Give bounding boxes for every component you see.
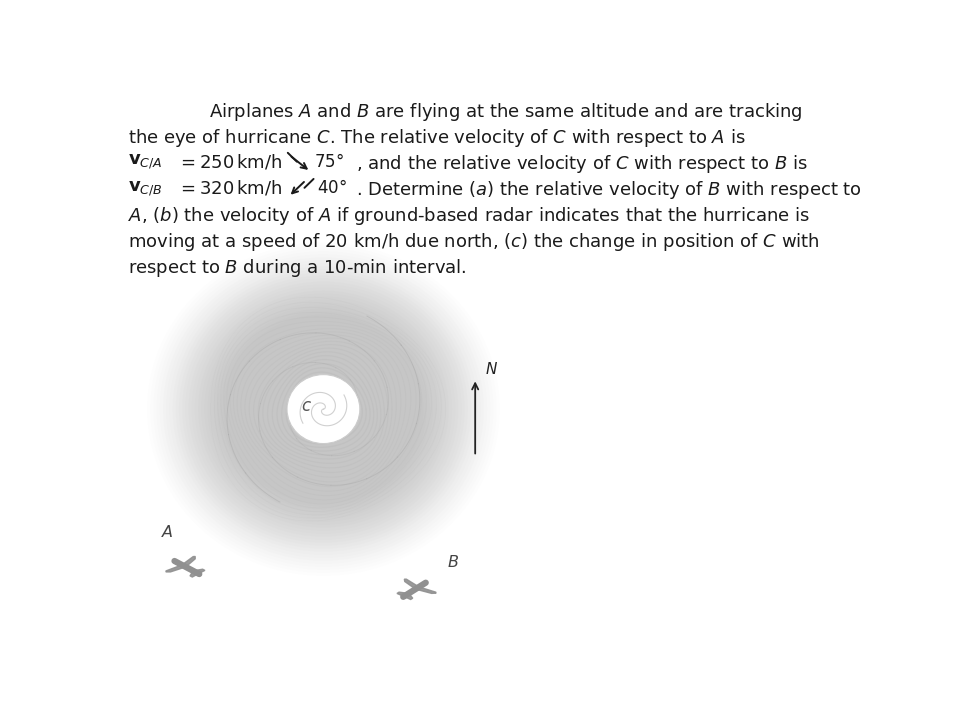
Polygon shape — [414, 587, 435, 593]
Polygon shape — [190, 571, 199, 577]
Text: Airplanes $\mathit{A}$ and $\mathit{B}$ are flying at the same altitude and are : Airplanes $\mathit{A}$ and $\mathit{B}$ … — [208, 100, 802, 123]
Text: $\mathit{B}$: $\mathit{B}$ — [447, 554, 459, 570]
Polygon shape — [397, 592, 409, 596]
Text: $N$: $N$ — [484, 361, 498, 377]
Text: $\mathbf{v}_{C/B}$: $\mathbf{v}_{C/B}$ — [128, 179, 163, 198]
Polygon shape — [182, 557, 195, 567]
Text: $\mathit{A}$, ($\mathit{b}$) the velocity of $\mathit{A}$ if ground-based radar : $\mathit{A}$, ($\mathit{b}$) the velocit… — [128, 205, 810, 227]
Text: respect to $\mathit{B}$ during a 10-min interval.: respect to $\mathit{B}$ during a 10-min … — [128, 257, 467, 279]
Polygon shape — [193, 569, 204, 574]
Text: $\mathbf{v}_{C/A}$: $\mathbf{v}_{C/A}$ — [128, 153, 163, 171]
Polygon shape — [401, 596, 404, 598]
Text: . Determine ($\mathit{a}$) the relative velocity of $\mathit{B}$ with respect to: . Determine ($\mathit{a}$) the relative … — [356, 179, 861, 201]
Ellipse shape — [223, 315, 422, 504]
Ellipse shape — [287, 375, 360, 443]
Text: $75°$: $75°$ — [313, 153, 343, 171]
Polygon shape — [165, 565, 187, 572]
Text: , and the relative velocity of $\mathit{C}$ with respect to $\mathit{B}$ is: , and the relative velocity of $\mathit{… — [356, 153, 807, 175]
Text: $\mathit{A}$: $\mathit{A}$ — [161, 523, 174, 540]
Ellipse shape — [214, 305, 432, 513]
Text: $=250\,$km/h: $=250\,$km/h — [177, 153, 282, 172]
Text: $40°$: $40°$ — [316, 180, 346, 198]
Polygon shape — [403, 593, 413, 599]
Ellipse shape — [220, 312, 426, 507]
Polygon shape — [404, 579, 419, 590]
Text: $=320\,$km/h: $=320\,$km/h — [177, 179, 282, 198]
Text: $c$: $c$ — [301, 399, 312, 415]
Ellipse shape — [217, 308, 429, 510]
Text: moving at a speed of 20 km/h due north, ($\mathit{c}$) the change in position of: moving at a speed of 20 km/h due north, … — [128, 231, 820, 253]
Text: the eye of hurricane $\mathit{C}$. The relative velocity of $\mathit{C}$ with re: the eye of hurricane $\mathit{C}$. The r… — [128, 126, 745, 149]
Polygon shape — [198, 573, 200, 575]
